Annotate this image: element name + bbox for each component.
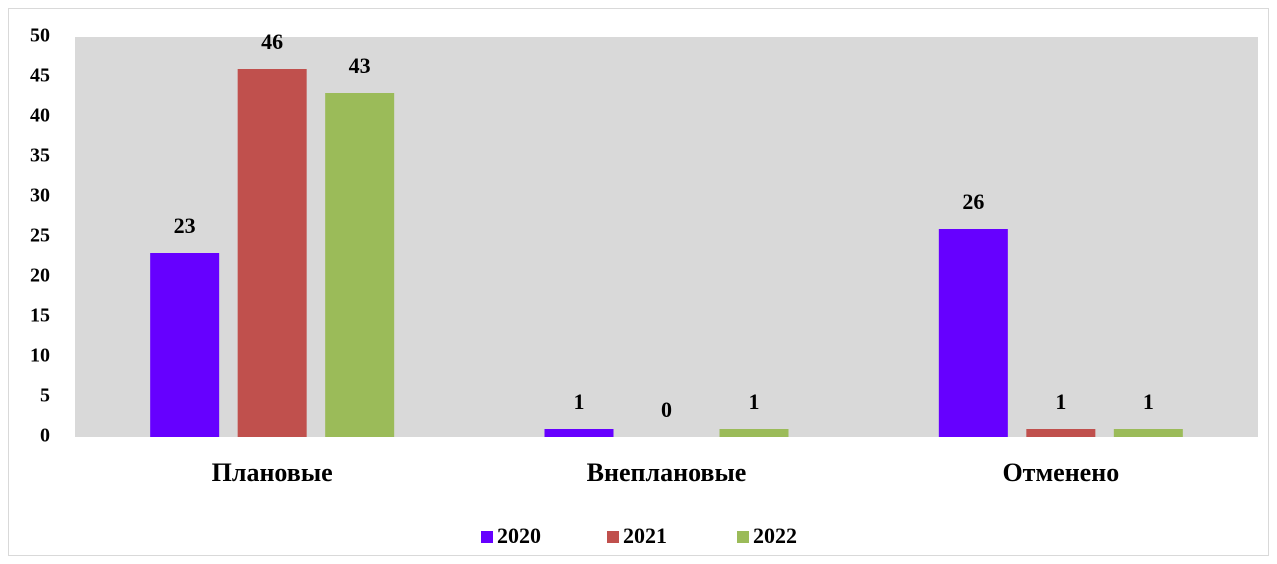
legend-label: 2022 xyxy=(753,523,797,548)
bar xyxy=(938,229,1008,437)
legend-swatch xyxy=(607,531,619,543)
data-label: 1 xyxy=(1055,389,1066,414)
bar xyxy=(719,429,789,437)
y-tick-label: 5 xyxy=(40,385,50,407)
x-tick-label: Внеплановые xyxy=(587,458,747,487)
bar xyxy=(325,93,395,437)
y-tick-label: 20 xyxy=(30,265,50,287)
y-tick-label: 10 xyxy=(30,345,50,367)
bar xyxy=(1113,429,1183,437)
y-tick-label: 50 xyxy=(30,25,50,47)
bar xyxy=(1026,429,1096,437)
data-label: 1 xyxy=(749,389,760,414)
y-tick-label: 25 xyxy=(30,225,50,247)
data-label: 0 xyxy=(661,397,672,422)
data-label: 23 xyxy=(174,213,196,238)
bar xyxy=(150,253,220,437)
data-label: 43 xyxy=(349,53,371,78)
y-tick-label: 40 xyxy=(30,105,50,127)
data-label: 46 xyxy=(261,29,283,54)
legend-swatch xyxy=(481,531,493,543)
legend-label: 2020 xyxy=(497,523,541,548)
legend-swatch xyxy=(737,531,749,543)
bar xyxy=(237,69,307,437)
data-label: 1 xyxy=(574,389,585,414)
y-tick-label: 15 xyxy=(30,305,50,327)
y-tick-label: 35 xyxy=(30,145,50,167)
bar xyxy=(544,429,614,437)
x-tick-label: Отменено xyxy=(1002,458,1119,487)
legend-label: 2021 xyxy=(623,523,667,548)
y-tick-label: 30 xyxy=(30,185,50,207)
data-label: 1 xyxy=(1143,389,1154,414)
y-tick-label: 45 xyxy=(30,65,50,87)
x-tick-label: Плановые xyxy=(212,458,333,487)
data-label: 26 xyxy=(962,189,984,214)
y-tick-label: 0 xyxy=(40,425,50,447)
